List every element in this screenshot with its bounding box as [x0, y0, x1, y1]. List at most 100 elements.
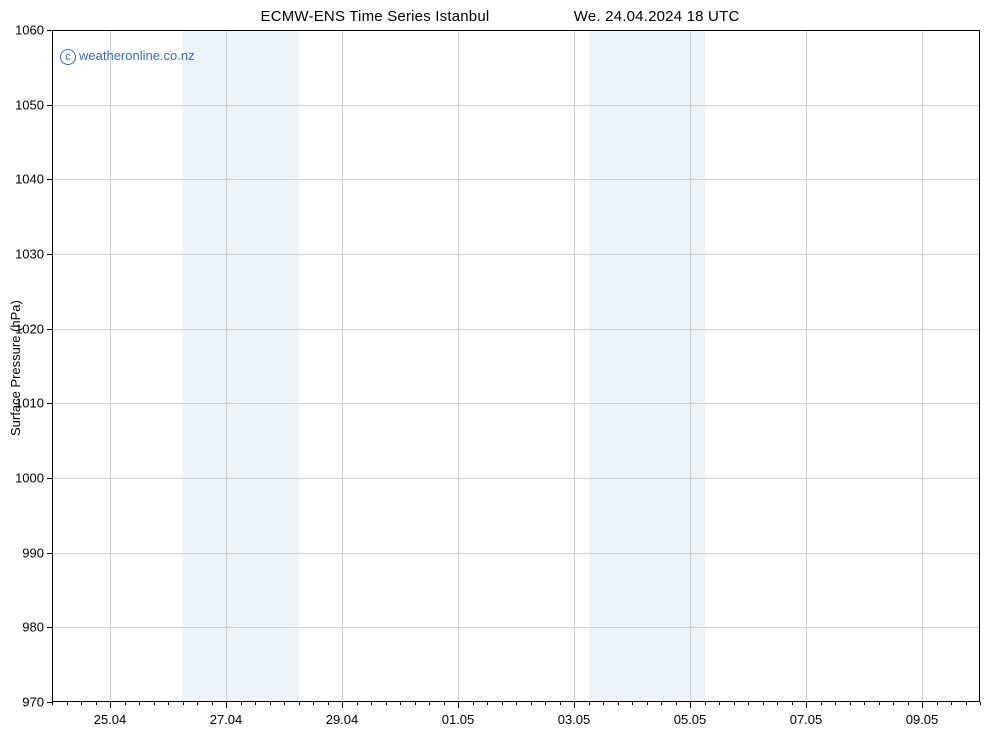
x-tick [458, 702, 459, 708]
gridline-horizontal [52, 627, 980, 628]
x-minor-tick [545, 702, 546, 705]
x-minor-tick [748, 702, 749, 705]
x-minor-tick [154, 702, 155, 705]
y-tick-label: 990 [4, 545, 44, 560]
x-tick [110, 702, 111, 708]
x-minor-tick [618, 702, 619, 705]
x-minor-tick [647, 702, 648, 705]
x-minor-tick [139, 702, 140, 705]
x-tick-label: 07.05 [790, 712, 823, 727]
x-tick-label: 09.05 [906, 712, 939, 727]
y-tick [47, 30, 52, 31]
y-tick-label: 1040 [4, 172, 44, 187]
x-tick [574, 702, 575, 708]
x-minor-tick [661, 702, 662, 705]
x-tick-label: 03.05 [558, 712, 591, 727]
x-minor-tick [255, 702, 256, 705]
x-minor-tick [415, 702, 416, 705]
attribution-text: weatheronline.co.nz [79, 48, 195, 63]
y-tick-label: 1000 [4, 471, 44, 486]
gridline-vertical [342, 30, 343, 702]
x-minor-tick [473, 702, 474, 705]
x-minor-tick [241, 702, 242, 705]
y-tick-label: 1030 [4, 247, 44, 262]
x-minor-tick [284, 702, 285, 705]
attribution: cweatheronline.co.nz [60, 48, 195, 65]
weekend-band [589, 30, 705, 702]
x-minor-tick [212, 702, 213, 705]
x-minor-tick [937, 702, 938, 705]
x-minor-tick [603, 702, 604, 705]
x-tick [922, 702, 923, 708]
y-tick-label: 1050 [4, 97, 44, 112]
x-minor-tick [313, 702, 314, 705]
x-minor-tick [763, 702, 764, 705]
y-tick [47, 553, 52, 554]
x-minor-tick [589, 702, 590, 705]
x-minor-tick [777, 702, 778, 705]
x-minor-tick [676, 702, 677, 705]
x-minor-tick [864, 702, 865, 705]
x-minor-tick [980, 702, 981, 705]
x-minor-tick [81, 702, 82, 705]
x-minor-tick [734, 702, 735, 705]
gridline-horizontal [52, 403, 980, 404]
x-minor-tick [125, 702, 126, 705]
chart-title-right: We. 24.04.2024 18 UTC [574, 8, 740, 25]
x-tick-label: 25.04 [94, 712, 127, 727]
chart-title: ECMW-ENS Time Series Istanbul We. 24.04.… [0, 8, 1000, 25]
y-tick-label: 970 [4, 695, 44, 710]
x-minor-tick [429, 702, 430, 705]
x-minor-tick [52, 702, 53, 705]
x-minor-tick [400, 702, 401, 705]
x-minor-tick [371, 702, 372, 705]
y-tick-label: 1060 [4, 23, 44, 38]
y-tick [47, 105, 52, 106]
gridline-vertical [922, 30, 923, 702]
x-minor-tick [299, 702, 300, 705]
x-tick-label: 29.04 [326, 712, 359, 727]
x-minor-tick [168, 702, 169, 705]
x-minor-tick [951, 702, 952, 705]
x-tick [342, 702, 343, 708]
gridline-vertical [574, 30, 575, 702]
copyright-icon: c [60, 49, 76, 65]
pressure-chart: ECMW-ENS Time Series Istanbul We. 24.04.… [0, 0, 1000, 733]
gridline-vertical [110, 30, 111, 702]
x-minor-tick [850, 702, 851, 705]
y-tick [47, 627, 52, 628]
weekend-band [183, 30, 299, 702]
gridline-vertical [226, 30, 227, 702]
y-tick [47, 403, 52, 404]
x-minor-tick [966, 702, 967, 705]
x-minor-tick [328, 702, 329, 705]
gridline-horizontal [52, 478, 980, 479]
gridline-horizontal [52, 254, 980, 255]
x-minor-tick [821, 702, 822, 705]
x-minor-tick [531, 702, 532, 705]
x-minor-tick [719, 702, 720, 705]
x-minor-tick [67, 702, 68, 705]
x-tick [690, 702, 691, 708]
x-minor-tick [835, 702, 836, 705]
y-tick-label: 980 [4, 620, 44, 635]
x-minor-tick [893, 702, 894, 705]
x-minor-tick [792, 702, 793, 705]
x-tick [226, 702, 227, 708]
x-minor-tick [516, 702, 517, 705]
gridline-vertical [806, 30, 807, 702]
gridline-vertical [690, 30, 691, 702]
gridline-horizontal [52, 179, 980, 180]
gridline-horizontal [52, 329, 980, 330]
x-minor-tick [487, 702, 488, 705]
chart-title-left: ECMW-ENS Time Series Istanbul [261, 8, 490, 25]
x-minor-tick [183, 702, 184, 705]
x-minor-tick [502, 702, 503, 705]
y-tick [47, 179, 52, 180]
x-tick-label: 05.05 [674, 712, 707, 727]
x-minor-tick [197, 702, 198, 705]
gridline-vertical [458, 30, 459, 702]
y-tick-label: 1010 [4, 396, 44, 411]
x-minor-tick [444, 702, 445, 705]
gridline-horizontal [52, 105, 980, 106]
